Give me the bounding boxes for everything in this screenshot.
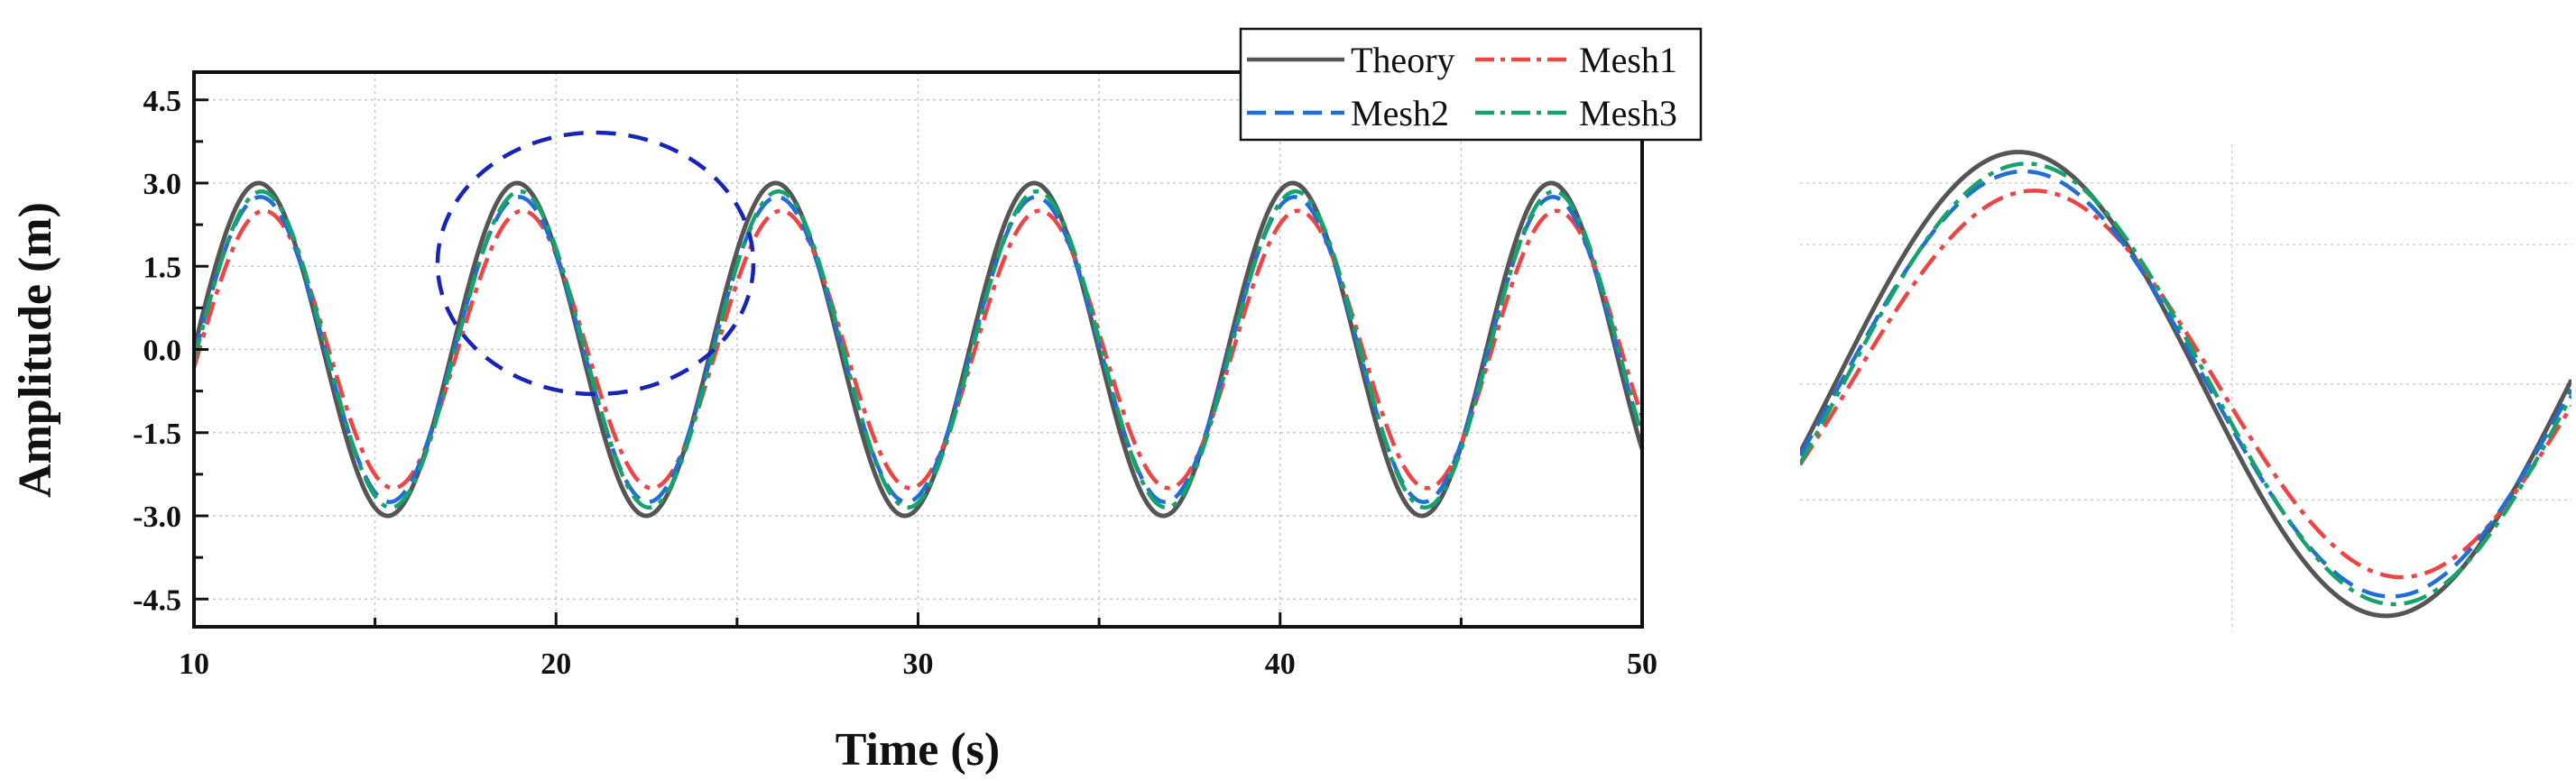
x-tick-label: 10	[179, 648, 209, 681]
legend-label-mesh2: Mesh2	[1351, 93, 1449, 133]
tick-labels: 10 20 30 40 50 -4.5 -3.0 -1.5 0.0 1.5 3.0 4.5	[133, 85, 1657, 681]
legend-label-theory: Theory	[1351, 40, 1455, 80]
y-tick-label: -1.5	[133, 418, 181, 451]
y-axis-label: Amplitude (m)	[10, 202, 61, 498]
grid	[194, 72, 1642, 627]
x-tick-label: 30	[903, 648, 934, 681]
inset-series-line-mesh1	[1800, 188, 2571, 580]
inset-series-line-mesh3	[1800, 161, 2571, 607]
inset-grid	[1800, 144, 2571, 631]
x-tick-label: 40	[1265, 648, 1296, 681]
x-tick-label: 20	[540, 648, 571, 681]
legend-label-mesh3: Mesh3	[1579, 93, 1677, 133]
legend-label-mesh1: Mesh1	[1579, 40, 1677, 80]
main-chart: 10 20 30 40 50 -4.5 -3.0 -1.5 0.0 1.5 3.0 4.5 Time …	[10, 27, 1703, 776]
inset-series-line-theory	[1800, 150, 2571, 619]
series-group	[191, 180, 1645, 519]
y-tick-label: -3.0	[133, 501, 181, 534]
legend: Theory Mesh1 Mesh2 Mesh3	[1239, 27, 1703, 142]
y-tick-label: 3.0	[143, 168, 182, 201]
series-line-mesh3	[191, 188, 1645, 510]
y-tick-label: 1.5	[143, 251, 182, 284]
y-tick-label: -4.5	[133, 583, 181, 617]
legend-box	[1239, 27, 1703, 142]
inset-series-group	[1800, 150, 2571, 619]
ticks	[192, 98, 1644, 627]
x-tick-label: 50	[1627, 648, 1657, 681]
x-axis-label: Time (s)	[836, 724, 1000, 776]
zoom-inset	[1800, 144, 2571, 631]
highlight-circle	[435, 130, 756, 397]
y-tick-label: 4.5	[143, 85, 182, 118]
y-tick-label: 0.0	[143, 335, 182, 368]
